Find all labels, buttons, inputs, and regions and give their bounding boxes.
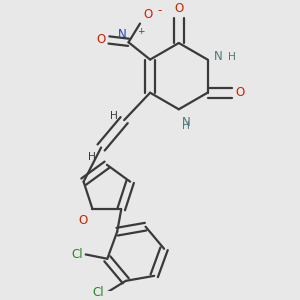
Text: +: + xyxy=(137,27,145,36)
Text: Cl: Cl xyxy=(93,286,104,299)
Text: H: H xyxy=(228,52,236,62)
Text: H: H xyxy=(88,152,96,162)
Text: O: O xyxy=(78,214,87,227)
Text: H: H xyxy=(182,122,190,131)
Text: O: O xyxy=(143,8,152,21)
Text: -: - xyxy=(157,4,162,17)
Text: H: H xyxy=(110,111,118,121)
Text: Cl: Cl xyxy=(71,248,83,261)
Text: N: N xyxy=(117,28,126,41)
Text: N: N xyxy=(214,50,223,63)
Text: O: O xyxy=(174,2,183,15)
Text: N: N xyxy=(182,116,190,129)
Text: O: O xyxy=(236,86,245,99)
Text: O: O xyxy=(96,34,105,46)
